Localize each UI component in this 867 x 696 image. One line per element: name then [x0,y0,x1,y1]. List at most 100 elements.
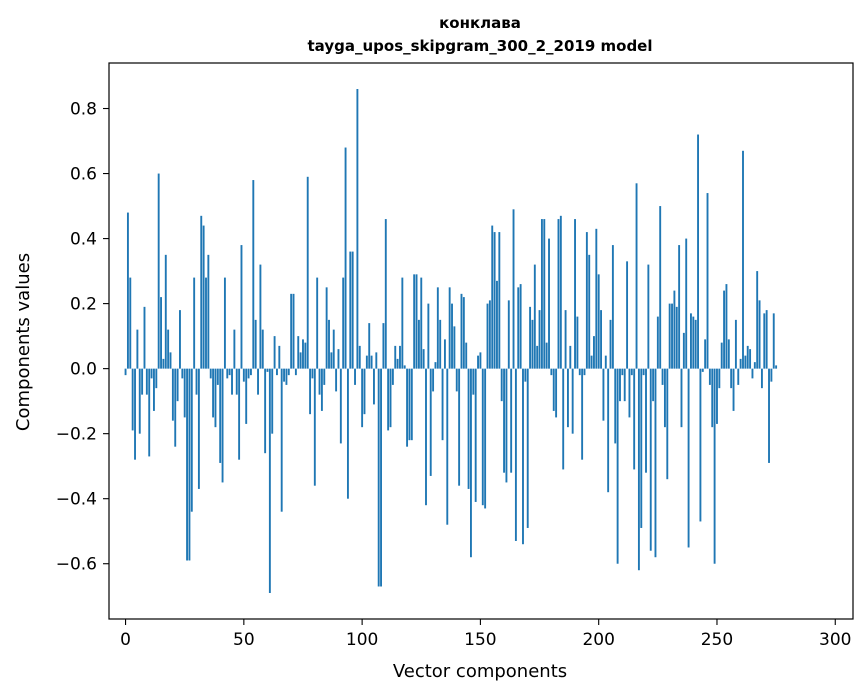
bar-75 [302,339,304,369]
bar-168 [522,368,524,545]
bar-132 [436,287,439,369]
bar-176 [540,219,543,369]
bar-6 [138,368,141,434]
y-tick-label: 0.6 [70,165,97,185]
x-tick-label: 50 [233,630,255,650]
bar-80 [313,368,316,486]
y-axis-ticks: −0.6 −0.4 −0.2 0.0 0.2 0.4 0.6 0.8 [56,100,109,575]
bar-215 [633,368,636,470]
bar-236 [682,332,685,369]
bar-144 [465,342,468,369]
bar-259 [737,368,740,385]
bar-52 [247,368,250,379]
bar-170 [526,368,529,528]
bar-165 [514,368,517,541]
bar-143 [462,297,465,369]
y-tick-label: 0.0 [70,360,97,380]
bar-252 [720,342,723,369]
bar-238 [687,368,690,548]
bar-140 [455,368,458,392]
bar-173 [533,264,536,369]
bar-228 [663,368,666,428]
bar-183 [557,219,560,369]
bar-54 [252,180,255,369]
bar-200 [597,274,600,369]
bar-256 [730,368,733,389]
bar-73 [297,336,300,369]
bar-117 [401,277,404,369]
bar-169 [524,368,527,382]
bar-116 [399,345,401,369]
bar-205 [609,319,612,369]
bar-239 [690,313,692,369]
bar-97 [354,368,356,385]
bar-74 [299,352,302,369]
bar-36 [209,368,212,379]
bar-155 [491,225,494,369]
bar-137 [448,287,451,369]
bar-21 [174,368,177,447]
bar-114 [394,345,397,369]
bar-135 [443,339,446,369]
y-tick-label: 0.4 [70,230,97,250]
bar-207 [614,368,617,444]
bar-63 [273,336,276,369]
bar-71 [292,293,295,369]
bar-138 [451,303,453,369]
bar-87 [330,352,333,369]
bar-62 [271,368,274,434]
bar-146 [470,368,472,558]
bar-50 [242,368,245,382]
bar-130 [432,368,435,392]
bar-214 [630,368,633,376]
bar-55 [254,319,257,369]
bar-34 [205,277,207,369]
bar-126 [422,349,425,369]
bar-27 [188,368,191,561]
bar-161 [505,368,508,483]
bar-106 [375,352,378,369]
bar-32 [200,215,203,369]
y-tick-label: 0.2 [70,295,97,315]
bar-217 [637,368,640,571]
bar-25 [183,368,186,418]
bar-56 [257,368,259,395]
bar-251 [718,368,721,389]
x-tick-label: 250 [701,630,733,650]
bar-24 [181,368,184,379]
bar-267 [756,271,759,369]
bar-109 [382,323,385,369]
bar-265 [751,368,754,379]
bar-86 [328,319,330,369]
bar-162 [507,300,510,369]
bar-136 [446,368,449,525]
bar-212 [626,261,629,369]
bar-160 [503,368,506,473]
bar-142 [460,293,463,369]
bar-4 [134,368,136,460]
bar-209 [619,368,621,402]
bar-66 [280,368,283,512]
bar-163 [510,368,513,473]
bar-172 [531,319,534,369]
bar-105 [373,368,375,405]
bar-246 [706,193,709,369]
bar-44 [228,368,231,376]
bar-1 [126,212,129,369]
bar-147 [472,368,475,395]
bar-237 [685,238,688,369]
bar-19 [169,352,172,369]
bar-242 [697,134,699,369]
bar-203 [604,355,607,369]
bar-154 [488,300,491,369]
y-axis-label: Components values [13,253,34,431]
bar-125 [420,277,423,369]
bar-42 [223,277,226,369]
bar-258 [734,319,737,369]
bar-7 [141,368,144,395]
bar-40 [219,368,222,463]
bar-269 [760,368,763,389]
bar-31 [197,368,200,489]
bar-128 [427,303,430,369]
bar-166 [517,287,520,369]
